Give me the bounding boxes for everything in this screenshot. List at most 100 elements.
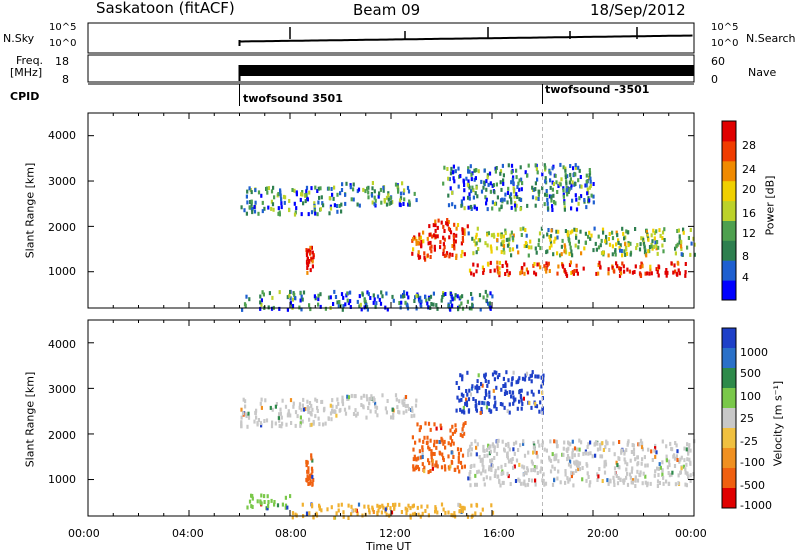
velocity-panel-cell [511, 390, 515, 395]
velocity-panel-cell [301, 403, 304, 408]
velocity-panel-cell [488, 390, 491, 395]
power-panel-cell [567, 190, 570, 194]
velocity-panel-colorbar-segment [722, 468, 736, 489]
velocity-panel-cell [483, 373, 486, 378]
velocity-panel-cell [617, 464, 620, 469]
velocity-panel-cell [413, 511, 416, 516]
velocity-panel-cell [419, 514, 422, 519]
power-panel-cell [480, 189, 484, 194]
vel-ytick-4000: 4000 [48, 338, 76, 351]
velocity-panel-cell [637, 461, 640, 466]
power-panel-cell [514, 207, 517, 212]
power-ylabel: Slant Range [km] [23, 162, 37, 259]
velocity-panel-cell [240, 415, 243, 420]
velocity-panel-cell [685, 462, 688, 467]
vel-cbar-tick-100: 100 [740, 390, 761, 403]
power-panel-cell [551, 204, 554, 209]
velocity-panel-cell [488, 408, 491, 413]
power-panel-cell [526, 203, 529, 208]
power-panel-cell [520, 233, 523, 237]
power-panel-cell [571, 270, 574, 274]
velocity-panel-cell [464, 401, 467, 406]
power-panel-cell [511, 247, 515, 252]
velocity-panel-cell [661, 472, 664, 477]
power-panel-cell [313, 294, 316, 299]
power-cbar-tick-8: 8 [742, 250, 749, 263]
velocity-panel-cell [443, 439, 446, 444]
velocity-panel-cell [351, 509, 354, 514]
velocity-panel-cell [513, 464, 516, 469]
velocity-panel-cell [515, 458, 519, 463]
power-panel-cell [418, 236, 421, 241]
power-panel-cell [666, 270, 669, 275]
velocity-panel-cell [306, 399, 309, 404]
power-panel-cell [434, 234, 437, 239]
power-panel-cell [385, 202, 389, 207]
power-panel-cell [491, 206, 494, 211]
power-panel-cell [309, 307, 312, 312]
velocity-panel-cell [306, 474, 309, 479]
velocity-panel-cell [673, 453, 676, 458]
velocity-panel-cell [242, 397, 245, 402]
velocity-panel-cell [551, 452, 554, 457]
velocity-panel-cell [680, 466, 683, 471]
velocity-panel-cell [557, 469, 560, 474]
power-panel-cell [356, 202, 359, 207]
power-panel-cell [507, 186, 510, 191]
velocity-panel-cell [469, 444, 472, 449]
velocity-panel-cell [557, 459, 560, 464]
power-panel-cell [634, 264, 637, 269]
velocity-panel-cell [506, 455, 509, 460]
power-panel-cell [644, 271, 647, 276]
velocity-panel-cell [510, 394, 513, 399]
velocity-panel-cell [595, 440, 598, 445]
power-panel-cell [402, 191, 405, 196]
power-panel-cell [442, 293, 445, 297]
power-cbar-tick-20: 20 [742, 183, 756, 196]
power-panel-cell [577, 239, 580, 244]
velocity-panel-cell [501, 439, 504, 444]
velocity-panel-cell [284, 495, 287, 500]
power-panel-cell [387, 193, 390, 198]
power-panel-cell [537, 238, 541, 243]
power-panel-cell [504, 192, 507, 197]
velocity-panel-cell [400, 510, 403, 514]
power-panel-bg [88, 113, 694, 308]
power-panel-cell [579, 229, 582, 234]
velocity-panel-cell [589, 440, 592, 445]
velocity-panel-cell [687, 451, 690, 456]
power-panel-cell [320, 195, 323, 200]
power-panel-cell [442, 242, 445, 247]
power-panel-cell [340, 292, 344, 297]
power-panel-cell [360, 307, 363, 312]
velocity-panel-cell [603, 470, 607, 475]
power-panel-cell [291, 188, 294, 192]
power-panel-cell [477, 169, 480, 174]
power-panel-cell [460, 203, 463, 208]
velocity-panel-cell [570, 471, 573, 475]
velocity-panel-cell [520, 388, 523, 393]
velocity-panel-cell [471, 384, 474, 389]
velocity-panel-cell [500, 464, 503, 469]
power-panel-cell [367, 185, 370, 190]
velocity-panel-cell [416, 505, 419, 510]
velocity-panel-cell [537, 389, 541, 394]
velocity-panel-cell [308, 417, 311, 422]
power-panel-cell [677, 228, 680, 233]
power-panel-cell [515, 192, 518, 197]
velocity-panel-cell [513, 398, 516, 403]
power-panel-cell [486, 173, 489, 178]
power-panel-cell [647, 249, 650, 254]
vel-ytick-2000: 2000 [48, 429, 76, 442]
power-panel-cell [481, 265, 484, 270]
power-panel-cell [426, 236, 429, 241]
power-panel-cell [369, 296, 372, 300]
power-panel-cell [328, 196, 331, 201]
power-panel-cell [568, 180, 571, 185]
velocity-panel-cell [538, 443, 541, 448]
power-panel-cell [676, 272, 679, 277]
power-panel-cell [486, 293, 489, 298]
velocity-panel-cell [483, 448, 486, 453]
velocity-panel-cell [309, 479, 312, 484]
